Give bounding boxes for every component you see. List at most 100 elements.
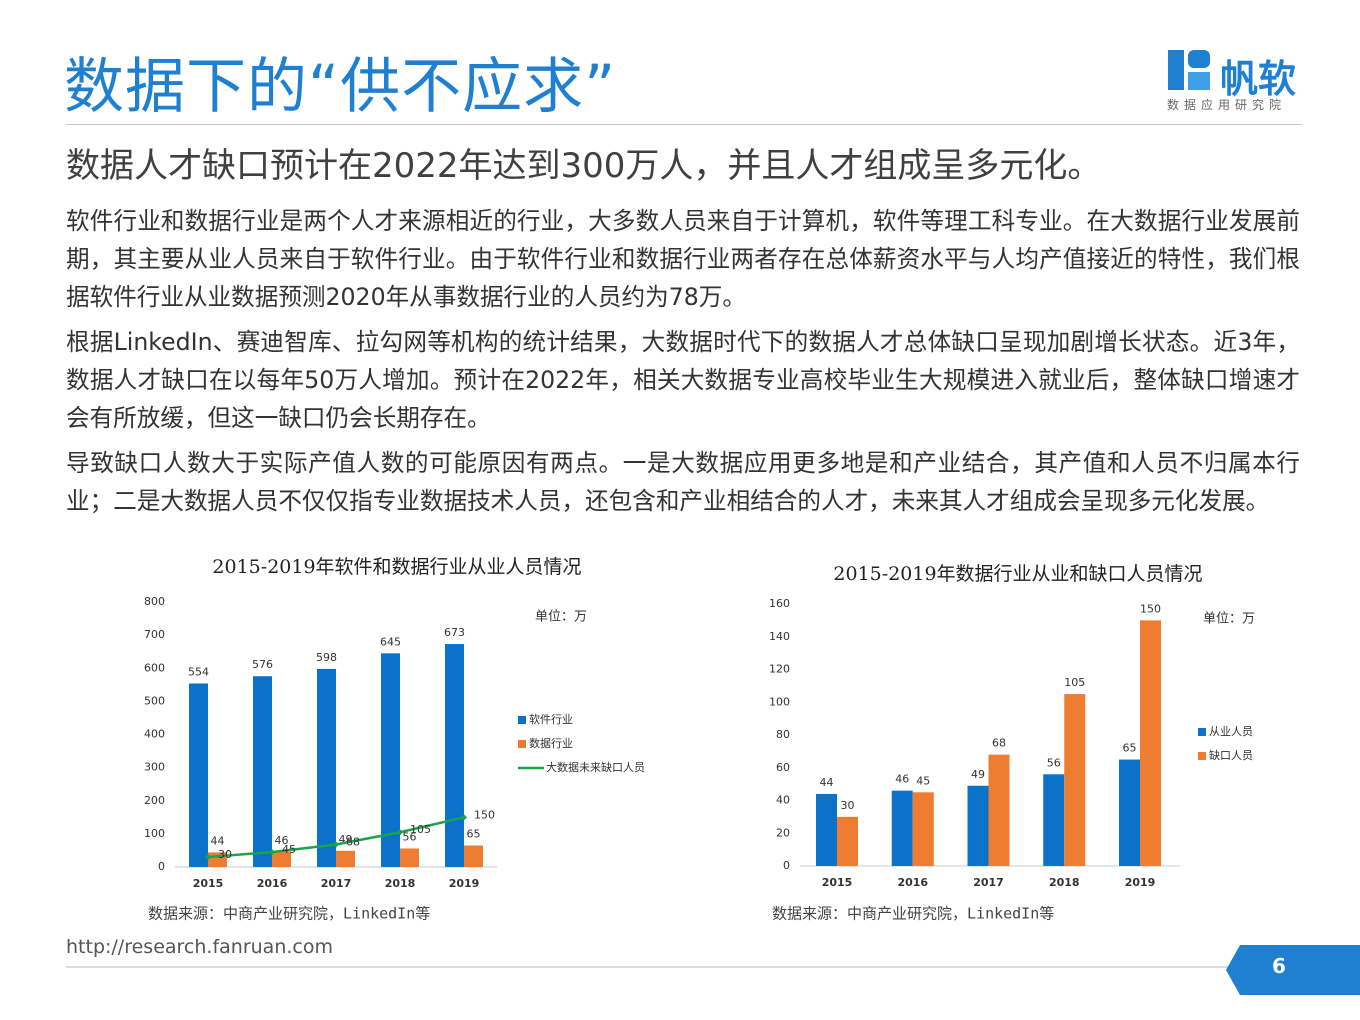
x-tick-label: 2016: [897, 876, 928, 889]
data-label: 65: [1123, 742, 1137, 755]
data-label: 554: [188, 665, 209, 678]
legend-label: 缺口人员: [1209, 748, 1253, 762]
footer-url: http://research.fanruan.com: [66, 936, 333, 958]
data-label: 46: [895, 773, 909, 786]
x-tick-label: 2015: [822, 876, 853, 889]
x-tick-label: 2016: [257, 877, 288, 890]
bar: [317, 668, 336, 867]
x-tick-label: 2019: [449, 877, 480, 890]
data-label: 49: [971, 768, 985, 781]
y-tick-label: 100: [144, 827, 165, 840]
line-marker: [269, 849, 275, 856]
data-label: 150: [474, 808, 495, 821]
unit-label: 单位：万: [535, 610, 587, 625]
source-note: 数据来源：中商产业研究院，LinkedIn等: [148, 905, 430, 923]
bar: [445, 644, 464, 867]
bar: [189, 683, 208, 867]
data-label: 673: [444, 626, 465, 639]
legend-swatch: [1198, 752, 1206, 760]
data-label: 68: [992, 737, 1006, 750]
data-label: 150: [1140, 602, 1161, 615]
y-tick-label: 80: [776, 728, 790, 741]
data-label: 68: [346, 835, 360, 848]
data-label: 645: [380, 635, 401, 648]
bar: [1140, 620, 1161, 866]
data-label: 65: [467, 827, 481, 840]
y-tick-label: 0: [158, 860, 165, 873]
bar: [1064, 694, 1086, 866]
unit-label: 单位：万: [1203, 612, 1255, 627]
line-marker: [333, 841, 339, 848]
data-label: 56: [403, 830, 417, 843]
y-tick-label: 140: [769, 630, 790, 643]
legend-swatch: [1198, 728, 1206, 736]
page-tab: [1226, 945, 1360, 995]
data-label: 44: [820, 776, 834, 789]
legend-label: 大数据未来缺口人员: [546, 760, 645, 774]
y-tick-label: 500: [144, 694, 165, 707]
bar: [967, 785, 989, 866]
bar: [988, 754, 1010, 866]
y-tick-label: 20: [776, 826, 790, 839]
bar: [336, 850, 355, 867]
header-rule: [66, 124, 1302, 125]
data-label: 46: [275, 834, 289, 847]
paragraph: 根据LinkedIn、赛迪智库、拉勾网等机构的统计结果，大数据时代下的数据人才总…: [66, 328, 1300, 432]
bar: [272, 851, 291, 867]
legend-swatch: [518, 716, 526, 724]
line-marker: [461, 814, 467, 821]
y-tick-label: 40: [776, 794, 790, 807]
bar: [891, 790, 913, 866]
data-label: 30: [841, 799, 855, 812]
x-tick-label: 2018: [1049, 876, 1080, 889]
line-marker: [205, 854, 211, 861]
legend-label: 软件行业: [529, 712, 573, 726]
logo-icon: [1188, 72, 1210, 90]
bar: [1043, 774, 1065, 866]
data-label: 598: [316, 651, 337, 664]
paragraph: 软件行业和数据行业是两个人才来源相近的行业，大多数人员来自于计算机，软件等理工科…: [66, 207, 1300, 311]
bar: [1119, 759, 1140, 866]
y-tick-label: 700: [144, 628, 165, 641]
logo-name: 帆软: [1220, 57, 1297, 101]
data-label: 105: [1064, 676, 1085, 689]
y-tick-label: 0: [783, 859, 790, 872]
x-tick-label: 2017: [321, 877, 352, 890]
data-label: 45: [282, 843, 296, 856]
bar: [912, 792, 934, 866]
data-label: 105: [410, 823, 431, 836]
legend-swatch: [518, 740, 526, 748]
data-label: 44: [211, 834, 225, 847]
chart-title: 2015-2019年数据行业从业和缺口人员情况: [833, 563, 1202, 585]
logo-icon: [1168, 50, 1184, 90]
y-tick-label: 100: [769, 695, 790, 708]
page-number: 6: [1272, 954, 1286, 978]
data-label: 30: [218, 848, 232, 861]
y-tick-label: 400: [144, 728, 165, 741]
y-tick-label: 120: [769, 663, 790, 676]
logo-icon: [1188, 50, 1210, 68]
logo-sub: 数据应用研究院: [1167, 98, 1287, 112]
chart-title: 2015-2019年软件和数据行业从业人员情况: [212, 556, 581, 578]
bar: [253, 676, 272, 867]
bar: [381, 653, 400, 867]
x-tick-label: 2019: [1125, 876, 1156, 889]
y-tick-label: 200: [144, 794, 165, 807]
bar: [816, 793, 837, 866]
data-label: 45: [916, 774, 930, 787]
legend-label: 从业人员: [1209, 725, 1253, 738]
y-tick-label: 300: [144, 761, 165, 774]
x-tick-label: 2018: [385, 877, 416, 890]
data-label: 576: [252, 658, 273, 671]
x-tick-label: 2015: [193, 877, 224, 890]
legend-label: 数据行业: [529, 736, 573, 750]
bar: [400, 848, 419, 867]
bar: [464, 845, 483, 867]
line-marker: [397, 829, 403, 836]
data-label: 56: [1047, 756, 1061, 769]
bar: [837, 816, 858, 866]
y-tick-label: 800: [144, 595, 165, 608]
subtitle: 数据人才缺口预计在2022年达到300万人，并且人才组成呈多元化。: [66, 146, 1102, 186]
paragraph: 导致缺口人数大于实际产值人数的可能原因有两点。一是大数据应用更多地是和产业结合，…: [66, 449, 1300, 515]
